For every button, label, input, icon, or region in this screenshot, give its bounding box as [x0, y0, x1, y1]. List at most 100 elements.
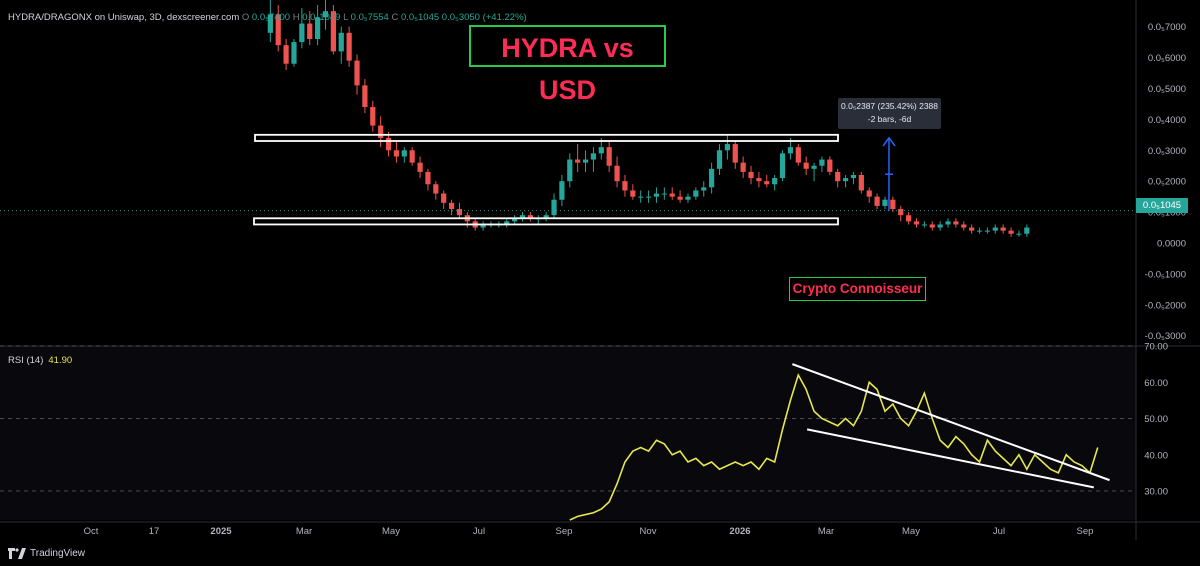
candle-body: [787, 147, 794, 154]
candle-body: [732, 144, 738, 163]
candle: [519, 212, 526, 222]
candle: [267, 0, 273, 43]
time-tick-label: Oct: [84, 526, 99, 537]
candle: [425, 168, 431, 191]
time-tick-label: Sep: [556, 526, 573, 537]
candle: [772, 175, 778, 191]
resistance-box: [254, 133, 839, 142]
candle: [504, 218, 510, 228]
candle-body: [992, 227, 998, 231]
candle-body: [291, 42, 297, 64]
candle-body: [1000, 227, 1006, 231]
candle: [969, 224, 975, 234]
chart-title-annotation: HYDRA vs USD: [469, 25, 666, 105]
candle-body: [913, 221, 920, 225]
candle-body: [748, 171, 754, 179]
time-tick-label: Nov: [640, 526, 657, 537]
candle-body: [669, 193, 675, 197]
candle: [385, 131, 392, 157]
candle: [945, 218, 951, 228]
support-box: [253, 217, 839, 226]
candle-body: [370, 107, 376, 126]
candle-body: [275, 14, 281, 46]
candle-body: [772, 178, 778, 185]
candle: [756, 171, 762, 188]
candle: [362, 79, 368, 114]
time-tick-label: Mar: [818, 526, 834, 537]
time-tick-label: May: [902, 526, 920, 537]
candle: [417, 156, 423, 179]
rsi-tick-label: 30.00: [1144, 487, 1168, 498]
candle: [819, 156, 825, 172]
candle: [716, 144, 723, 175]
symbol-label: HYDRA/DRAGONX on Uniswap, 3D, dexscreene…: [8, 12, 240, 23]
close-value: 0.0₅1045: [400, 12, 440, 23]
candle-body: [307, 23, 313, 39]
candle-body: [283, 45, 289, 64]
low-label: L: [343, 12, 348, 23]
candle-body: [315, 17, 321, 39]
candle: [638, 190, 644, 203]
rsi-label: RSI (14): [8, 355, 44, 366]
candle: [559, 175, 565, 206]
candle-body: [677, 196, 683, 200]
candle: [764, 175, 770, 188]
candle: [779, 150, 786, 182]
candle-body: [322, 11, 329, 18]
price-tick-label: 0.0₅6000: [1148, 53, 1186, 64]
candle: [842, 175, 849, 188]
measure-tooltip: 0.0₅2387 (235.42%) 2388 -2 bars, -6d: [838, 98, 941, 129]
candle-body: [685, 196, 691, 200]
candle-body: [929, 224, 935, 228]
price-tick-label: 0.0₅4000: [1148, 115, 1186, 126]
candle-body: [401, 150, 407, 157]
candle: [1008, 227, 1014, 237]
candle: [582, 150, 589, 172]
candle-body: [638, 196, 644, 198]
tradingview-logo[interactable]: TradingView: [8, 548, 85, 559]
candle: [803, 156, 809, 175]
candle-body: [338, 32, 344, 52]
candle-body: [267, 14, 273, 33]
candle-body: [724, 144, 730, 151]
close-label: C: [391, 12, 399, 23]
candle-body: [874, 196, 880, 206]
measure-line-1: 0.0₅2387 (235.42%) 2388: [841, 101, 938, 111]
price-tick-label: -0.0₅1000: [1145, 269, 1186, 280]
candle-body: [512, 218, 518, 222]
price-tick-label: 0.0₅7000: [1148, 22, 1186, 33]
price-tick-label: 0.0₅3000: [1148, 146, 1186, 157]
candle-body: [448, 202, 455, 209]
candle: [590, 147, 597, 172]
high-value: 0.0₅1049: [302, 12, 341, 23]
candle: [748, 165, 754, 185]
candle: [732, 141, 738, 169]
candle: [740, 156, 746, 179]
candle: [961, 221, 967, 231]
price-tick-label: 0.0₅2000: [1148, 177, 1186, 188]
candle: [669, 187, 675, 200]
open-label: O: [241, 12, 250, 23]
candle: [882, 196, 888, 209]
candle-body: [1016, 233, 1022, 235]
candle: [527, 212, 533, 222]
candle-body: [527, 215, 533, 219]
candle: [330, 5, 336, 55]
candle: [307, 11, 313, 46]
candle-body: [551, 199, 557, 216]
candle-body: [385, 137, 392, 151]
rsi-series-line: [569, 372, 1099, 521]
candle: [551, 193, 557, 219]
time-tick-label: May: [382, 526, 400, 537]
open-value: 0.0₅7400: [251, 12, 291, 23]
candle-body: [456, 209, 463, 216]
candle: [685, 193, 691, 203]
rsi-line: [569, 363, 1110, 521]
candle: [614, 156, 620, 188]
candle-body: [582, 159, 589, 163]
candle: [480, 221, 486, 231]
candle: [354, 54, 360, 95]
rsi-tick-label: 70.00: [1144, 342, 1168, 353]
candle-body: [354, 60, 360, 86]
candle-body: [1024, 227, 1030, 234]
